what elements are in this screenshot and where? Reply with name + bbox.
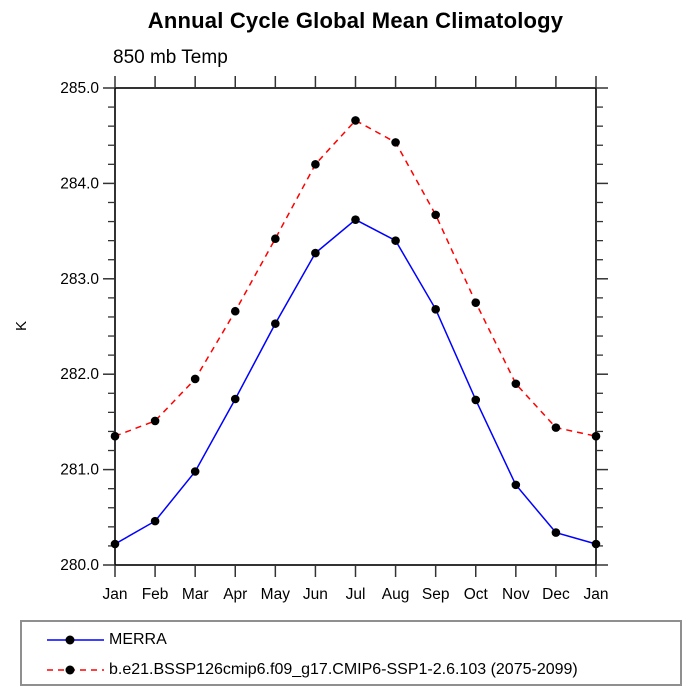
series-line-1 (114, 119, 597, 437)
data-point-marker (431, 305, 440, 314)
legend-label-merra: MERRA (109, 631, 167, 648)
data-point-marker (351, 215, 360, 224)
legend-line-sample-model (47, 665, 104, 675)
legend-label-model: b.e21.BSSP126cmip6.f09_g17.CMIP6-SSP1-2.… (109, 661, 578, 678)
data-point-marker (230, 306, 240, 316)
legend-sample-marker (65, 635, 75, 645)
x-tick-label: Aug (382, 586, 410, 603)
data-point-marker (471, 395, 481, 405)
legend: MERRA b.e21.BSSP126cmip6.f09_g17.CMIP6-S… (20, 620, 682, 686)
data-point-marker (551, 423, 561, 432)
y-tick-label: 280.0 (60, 557, 99, 574)
x-tick-label: Jan (103, 586, 128, 603)
y-tick-label: 285.0 (60, 80, 99, 97)
data-point-marker (591, 539, 601, 549)
data-point-marker (391, 138, 400, 147)
x-tick-label: Nov (502, 586, 530, 603)
x-tick-label: Jun (303, 586, 328, 603)
chart-subtitle: 850 mb Temp (113, 47, 228, 68)
data-point-marker (150, 416, 160, 426)
data-point-marker (271, 319, 280, 328)
legend-sample-marker (65, 665, 75, 675)
data-point-marker (230, 394, 240, 404)
data-point-marker (311, 248, 320, 258)
axes-layer: 280.0 281.0 282.0 283.0 284.0 285.0 Jan Feb Mar A… (60, 76, 609, 603)
data-point-marker (391, 236, 400, 245)
data-point-marker (471, 298, 481, 307)
y-tick-label: 282.0 (60, 366, 99, 383)
data-point-marker (431, 210, 440, 220)
y-tick-label: 281.0 (60, 462, 99, 479)
data-point-marker (511, 480, 521, 490)
y-axis-label: K (13, 321, 30, 331)
x-tick-label: Feb (142, 586, 169, 603)
x-tick-label: Oct (464, 586, 489, 603)
data-point-marker (110, 539, 120, 549)
data-point-marker (351, 116, 360, 125)
x-tick-label: May (261, 586, 291, 603)
x-tick-label: Apr (223, 586, 247, 603)
x-tick-label: Dec (542, 586, 570, 603)
y-tick-label: 283.0 (60, 271, 99, 288)
data-point-marker (190, 467, 200, 476)
data-point-marker (511, 379, 521, 389)
legend-item-model: b.e21.BSSP126cmip6.f09_g17.CMIP6-SSP1-2.… (22, 655, 680, 685)
x-tick-label: Jul (346, 586, 366, 603)
x-tick-label: Mar (182, 586, 209, 603)
legend-line-sample-merra (47, 635, 104, 645)
data-point-marker (190, 374, 200, 384)
data-point-marker (110, 431, 120, 441)
x-tick-label: Sep (422, 586, 450, 603)
series-line-0 (114, 218, 597, 545)
data-point-marker (271, 234, 280, 244)
data-point-marker (311, 160, 320, 169)
data-point-marker (551, 528, 561, 537)
y-tick-label: 284.0 (60, 175, 99, 192)
data-point-marker (150, 516, 160, 526)
chart-title: Annual Cycle Global Mean Climatology (147, 8, 564, 33)
data-point-marker (591, 431, 601, 441)
legend-item-merra: MERRA (22, 625, 680, 655)
x-tick-label: Jan (584, 586, 609, 603)
series-layer (110, 116, 601, 549)
